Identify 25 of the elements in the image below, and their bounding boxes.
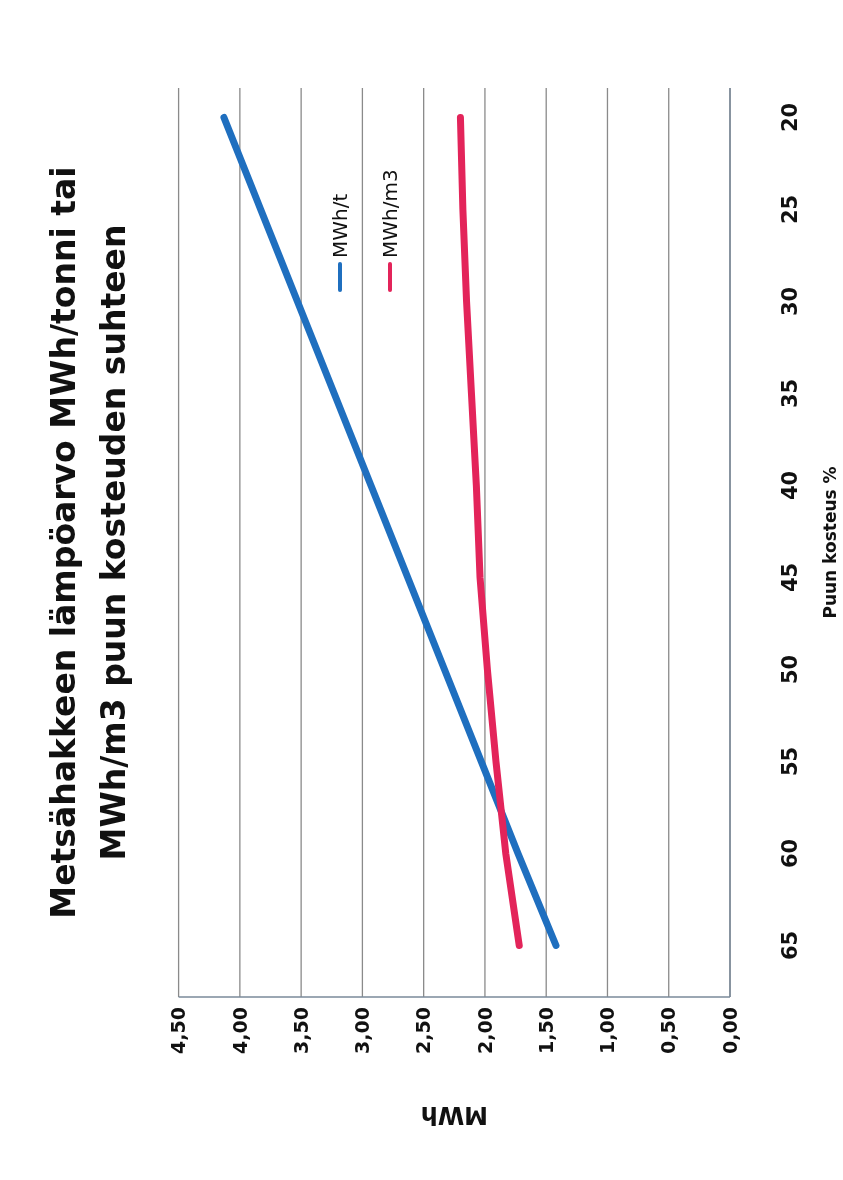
y-tick-label: 30 xyxy=(778,286,803,317)
x-tick-label: 1,50 xyxy=(534,1007,557,1054)
text: Metsähakkeen lämpöarvo MWh/tonni tai MWh/m3 puun kosteuden suhteen xyxy=(44,166,133,919)
text: MWh/m3 xyxy=(378,169,402,258)
y-tick-label: 25 xyxy=(778,194,803,225)
text: MWh/t xyxy=(328,193,352,258)
x-tick-label: 4,00 xyxy=(228,1007,251,1054)
x-tick-label: 2,00 xyxy=(473,1007,496,1054)
y-tick-label: 55 xyxy=(778,746,803,777)
y-tick-label: 65 xyxy=(778,930,803,961)
x-tick-label: 2,50 xyxy=(412,1007,435,1054)
y-tick-label: 60 xyxy=(778,838,803,869)
y-tick-label: 50 xyxy=(778,654,803,685)
y-axis-title: Puun kosteus % xyxy=(819,466,840,619)
y-tick-label: 20 xyxy=(778,102,803,133)
x-tick-label: 4,50 xyxy=(167,1007,190,1054)
x-tick-label: 0,50 xyxy=(657,1007,680,1054)
x-tick-label: 1,00 xyxy=(596,1007,619,1054)
x-tick-label: 3,00 xyxy=(351,1007,374,1054)
x-tick-label: 0,00 xyxy=(718,1007,741,1054)
y-tick-label: 35 xyxy=(778,378,803,409)
y-tick-label: 40 xyxy=(778,470,803,501)
x-tick-label: 3,50 xyxy=(289,1007,312,1054)
x-axis-title: MWh xyxy=(420,1100,489,1129)
y-tick-label: 45 xyxy=(778,562,803,593)
